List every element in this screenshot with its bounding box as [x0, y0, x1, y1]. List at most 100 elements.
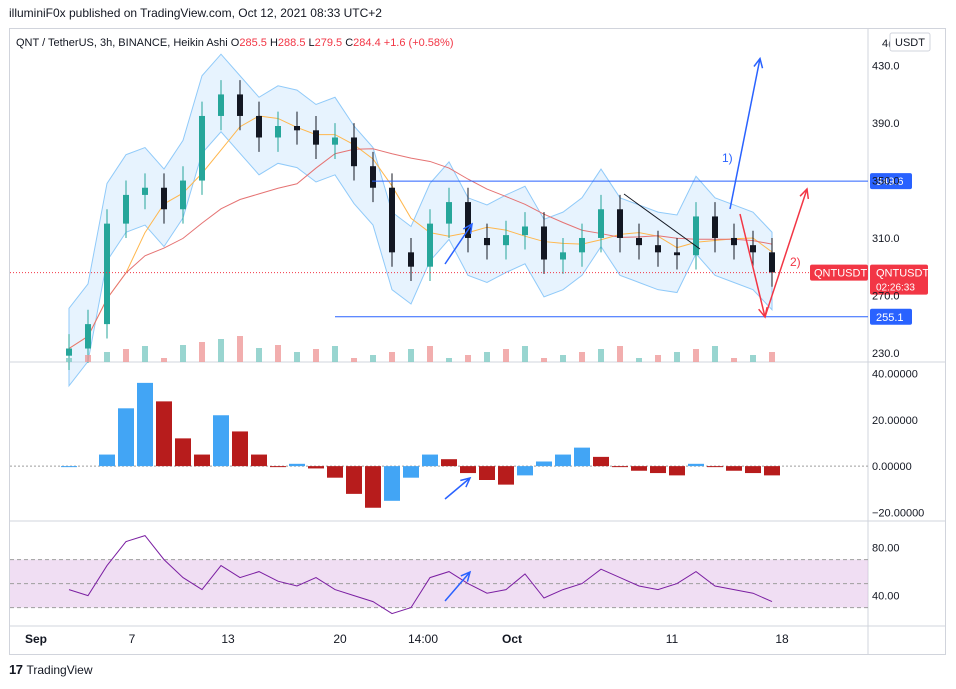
scenario-2-down-arrow — [739, 213, 766, 318]
candle-body — [769, 252, 775, 273]
histogram-bar — [460, 466, 476, 474]
histogram-bar — [61, 466, 77, 468]
volume-bar — [674, 352, 680, 362]
scenario-2-label: 2) — [790, 255, 801, 269]
pattern-arrow-main-head — [462, 222, 473, 235]
scenario-2-up-arrow-head — [799, 187, 810, 200]
volume-bar — [275, 345, 281, 362]
candle-body — [123, 194, 129, 224]
volume-bar — [218, 339, 224, 362]
volume-bar — [142, 346, 148, 362]
countdown-label: 02:26:33 — [876, 283, 915, 294]
volume-bar — [693, 349, 699, 362]
candle-body — [655, 245, 661, 253]
volume-bar — [636, 358, 642, 362]
histogram-bar — [194, 454, 210, 467]
currency-badge-label: USDT — [895, 37, 925, 49]
histogram-bar — [99, 454, 115, 467]
pattern-arrow-histogram-head — [460, 476, 472, 488]
candle-body — [313, 130, 319, 145]
histogram-bar — [517, 466, 533, 476]
candle-body — [674, 252, 680, 256]
descending-trendline — [623, 193, 701, 250]
candle-body — [66, 348, 72, 356]
volume-bar — [332, 346, 338, 362]
volume-bar — [370, 355, 376, 362]
candle-body — [503, 235, 509, 246]
volume-bar — [769, 352, 775, 362]
volume-bar — [180, 345, 186, 362]
candle-body — [636, 237, 642, 246]
candle-body — [180, 180, 186, 210]
histogram-bar — [289, 463, 305, 467]
chart-frame[interactable]: 349.6255.1QNTUSDT02:26:33285.9QNTUSDT1)2… — [9, 28, 946, 655]
time-axis-tick: 14:00 — [408, 632, 438, 646]
histogram-bar — [156, 401, 172, 467]
volume-bar — [617, 346, 623, 362]
histogram-axis-tick: −20.00000 — [872, 507, 924, 519]
candle-body — [446, 202, 452, 224]
volume-bar — [579, 352, 585, 362]
candle-body — [294, 126, 300, 131]
bollinger-band — [68, 53, 773, 388]
histogram-bar — [707, 466, 723, 468]
histogram-bar — [479, 466, 495, 480]
histogram-bar — [745, 466, 761, 474]
volume-bar — [256, 348, 262, 362]
candle-body — [199, 115, 205, 181]
symbol-legend: QNT / TetherUS, 3h, BINANCE, Heikin Ashi… — [16, 37, 453, 49]
histogram-bar — [631, 466, 647, 471]
tradingview-footer[interactable]: 17 TradingView — [9, 662, 93, 677]
candle-body — [579, 237, 585, 253]
volume-bar — [731, 358, 737, 362]
volume-bar — [598, 349, 604, 362]
currency-badge — [889, 32, 931, 52]
volume-bar — [522, 346, 528, 362]
candle-body — [712, 216, 718, 238]
volume-bar — [313, 349, 319, 362]
candle-body — [427, 223, 433, 267]
price-axis-tick: 310.0 — [872, 233, 900, 245]
pattern-arrow-main — [444, 223, 473, 265]
candle-body — [408, 252, 414, 267]
histogram-bar — [137, 382, 153, 467]
histogram-axis-tick: 20.00000 — [872, 415, 918, 427]
price-tag — [870, 173, 912, 190]
chart-svg[interactable]: 349.6255.1QNTUSDT02:26:33285.9QNTUSDT1)2… — [10, 29, 946, 655]
volume-bar — [446, 358, 452, 362]
histogram-bar — [669, 466, 685, 476]
histogram-bar — [308, 466, 324, 469]
histogram-bar — [346, 466, 362, 494]
tradingview-brand-name: TradingView — [26, 662, 93, 677]
price-tag-label: QNTUSDT — [876, 268, 929, 280]
candle-body — [218, 94, 224, 116]
candle-body — [256, 115, 262, 138]
candle-body — [522, 226, 528, 236]
histogram-bar — [403, 466, 419, 478]
volume-bar — [484, 352, 490, 362]
candle-body — [598, 209, 604, 238]
volume-bar — [465, 355, 471, 362]
histogram-bar — [574, 447, 590, 467]
last-price-label: 285.9 — [932, 268, 946, 280]
candle-body — [731, 237, 737, 246]
volume-bar — [85, 355, 91, 362]
ma-slow-line — [68, 148, 773, 349]
histogram-bar — [118, 408, 134, 467]
scenario-1-arrow-head — [753, 56, 764, 69]
candle-body — [617, 209, 623, 238]
volume-bar — [389, 352, 395, 362]
candle-body — [161, 187, 167, 210]
volume-bar — [408, 349, 414, 362]
candle-body — [142, 187, 148, 195]
volume-bar — [351, 358, 357, 362]
candle-body — [275, 126, 281, 138]
histogram-bar — [498, 466, 514, 485]
pattern-arrow-rsi-head — [460, 570, 472, 582]
price-tag-label: 255.1 — [876, 312, 904, 324]
histogram-bar — [726, 466, 742, 471]
candle-body — [484, 237, 490, 246]
histogram-bar — [555, 454, 571, 467]
histogram-bar — [213, 415, 229, 467]
time-axis-tick: 18 — [775, 632, 789, 646]
